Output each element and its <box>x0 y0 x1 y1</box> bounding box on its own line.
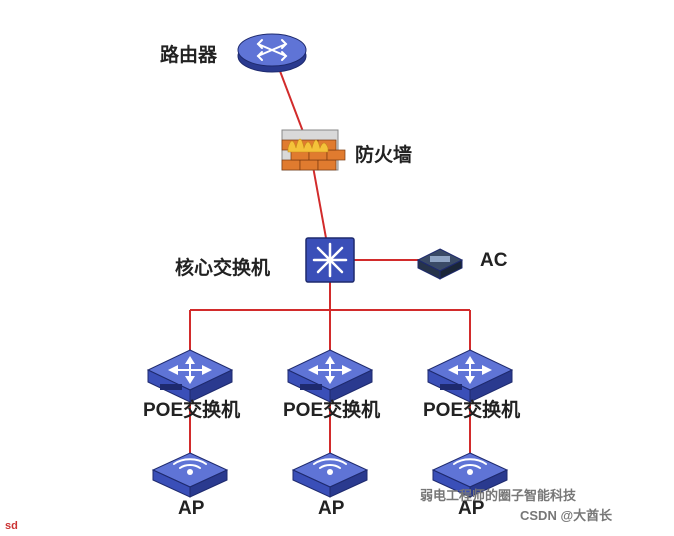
poe1-label: POE交换机 <box>143 395 240 422</box>
network-topology-diagram <box>0 0 674 536</box>
sd-mark: sd <box>5 520 18 532</box>
ap1-label: AP <box>178 498 204 520</box>
poe2-label: POE交换机 <box>283 395 380 422</box>
watermark-line2: CSDN @大酋长 <box>520 505 612 524</box>
ac-label: AC <box>480 250 507 272</box>
watermark-line1: 弱电工程师的圈子智能科技 <box>420 485 576 504</box>
firewall-label: 防火墙 <box>355 140 412 167</box>
ap2-label: AP <box>318 498 344 520</box>
poe3-label: POE交换机 <box>423 395 520 422</box>
router-label: 路由器 <box>160 40 217 67</box>
core-switch-label: 核心交换机 <box>175 253 270 280</box>
